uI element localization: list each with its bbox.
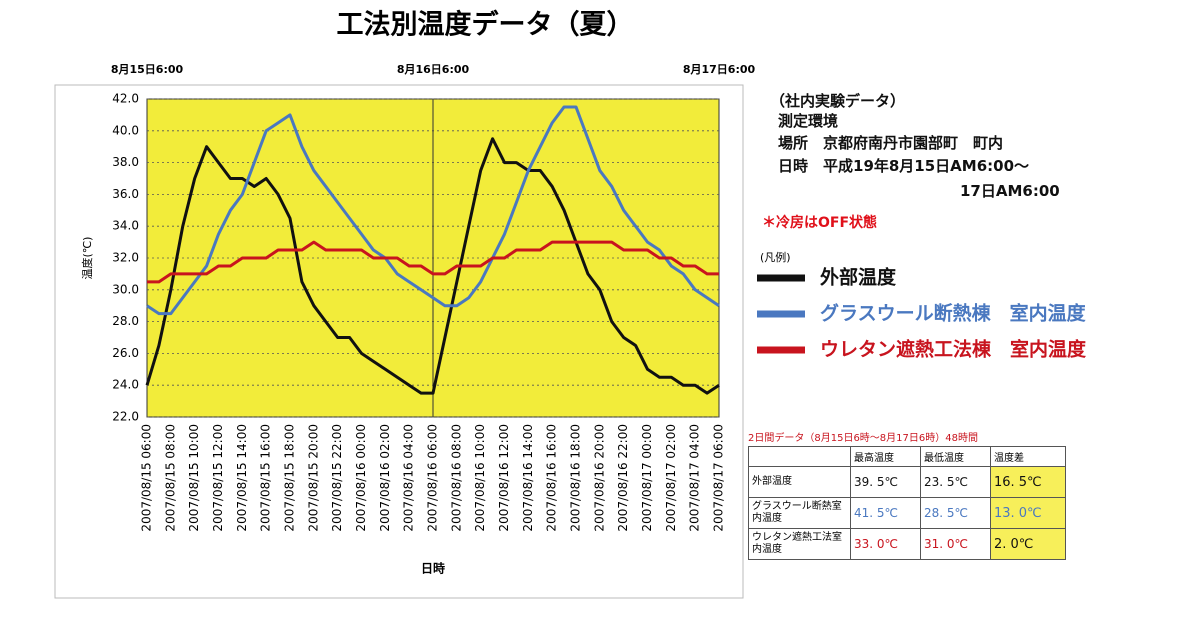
note: 日時 平成19年8月15日AM6:00～ — [778, 157, 1030, 175]
x-tick-label: 2007/08/16 08:00 — [449, 424, 463, 532]
series-line — [147, 240, 719, 284]
table-header: 最高温度 — [850, 446, 921, 467]
y-tick-label: 24.0 — [112, 378, 139, 392]
y-tick-label: 32.0 — [112, 251, 139, 265]
table-cell: 39. 5℃ — [850, 466, 921, 498]
top-label: 8月16日6:00 — [397, 63, 470, 76]
x-tick-label: 2007/08/17 06:00 — [712, 424, 726, 532]
note: 測定環境 — [778, 112, 839, 130]
table-cell: 31. 0℃ — [919, 528, 991, 560]
x-tick-label: 2007/08/16 14:00 — [521, 424, 535, 532]
table-row: グラスウール断熱室内温度 41. 5℃ 28. 5℃ 13. 0℃ — [748, 497, 1067, 529]
y-tick-label: 34.0 — [112, 219, 139, 233]
x-tick-label: 2007/08/16 20:00 — [592, 424, 606, 532]
y-tick-label: 22.0 — [112, 410, 139, 424]
y-tick-label: 38.0 — [112, 155, 139, 169]
x-tick-label: 2007/08/15 18:00 — [283, 424, 297, 532]
legend-label: 外部温度 — [820, 266, 897, 289]
top-label: 8月15日6:00 — [111, 63, 184, 76]
table: 最高温度 最低温度 温度差 外部温度 39. 5℃ 23. 5℃ 16. 5℃ グラスウール断… — [748, 446, 1067, 560]
table-header-row: 最高温度 最低温度 温度差 — [748, 446, 1067, 467]
x-tick-label: 2007/08/16 10:00 — [473, 424, 487, 532]
table-row: 外部温度 39. 5℃ 23. 5℃ 16. 5℃ — [748, 466, 1067, 498]
legend-label: グラスウール断熱棟 室内温度 — [820, 302, 1087, 325]
y-tick-label: 42.0 — [112, 92, 139, 106]
x-tick-label: 2007/08/15 20:00 — [306, 424, 320, 532]
table-cell: 13. 0℃ — [989, 497, 1067, 529]
top-label: 8月17日6:00 — [683, 63, 756, 76]
x-tick-label: 2007/08/15 06:00 — [140, 424, 154, 532]
x-tick-label: 2007/08/15 08:00 — [163, 424, 177, 532]
table-row-label: ウレタン遮熱工法室内温度 — [748, 528, 851, 560]
x-tick-label: 2007/08/15 14:00 — [235, 424, 249, 532]
legend-title: (凡例) — [760, 250, 791, 264]
x-tick-label: 2007/08/16 06:00 — [426, 424, 440, 532]
table-cell: 23. 5℃ — [919, 466, 991, 498]
x-tick-label: 2007/08/15 22:00 — [330, 424, 344, 532]
series-line — [145, 137, 720, 395]
note: （社内実験データ） — [770, 92, 906, 110]
x-tick-label: 2007/08/15 10:00 — [187, 424, 201, 532]
x-tick-label: 2007/08/16 00:00 — [354, 424, 368, 532]
x-tick-label: 2007/08/16 04:00 — [402, 424, 416, 532]
x-tick-label: 2007/08/16 02:00 — [378, 424, 392, 532]
x-tick-label: 2007/08/16 18:00 — [569, 424, 583, 532]
table-header: 最低温度 — [919, 446, 991, 467]
x-axis-label: 日時 — [421, 561, 445, 576]
table-cell: 28. 5℃ — [919, 497, 991, 529]
table-row-label: グラスウール断熱室内温度 — [748, 497, 851, 529]
x-tick-label: 2007/08/16 12:00 — [497, 424, 511, 532]
series-line — [146, 105, 720, 316]
x-tick-label: 2007/08/15 16:00 — [259, 424, 273, 532]
y-tick-label: 26.0 — [112, 346, 139, 360]
x-tick-label: 2007/08/17 00:00 — [640, 424, 654, 532]
x-tick-label: 2007/08/17 02:00 — [664, 424, 678, 532]
warning: ＊冷房はOFF状態 — [762, 215, 878, 231]
x-tick-label: 2007/08/15 12:00 — [211, 424, 225, 532]
note: 17日AM6:00 — [960, 182, 1060, 200]
note: 場所 京都府南丹市園部町 町内 — [778, 134, 1004, 152]
table-row: ウレタン遮熱工法室内温度 33. 0℃ 31. 0℃ 2. 0℃ — [748, 528, 1067, 560]
table-row-label: 外部温度 — [748, 466, 851, 498]
x-tick-label: 2007/08/16 16:00 — [545, 424, 559, 532]
x-tick-label: 2007/08/17 04:00 — [688, 424, 702, 532]
table-cell: 41. 5℃ — [850, 497, 921, 529]
y-tick-label: 40.0 — [112, 123, 139, 137]
table-corner — [748, 446, 851, 467]
chart-title: 工法別温度データ（夏） — [337, 9, 634, 41]
table-cell: 2. 0℃ — [989, 528, 1067, 560]
y-tick-label: 30.0 — [112, 282, 139, 296]
legend-label: ウレタン遮熱工法棟 室内温度 — [820, 338, 1087, 361]
y-axis-label: 温度(℃) — [80, 237, 94, 280]
table-cell: 16. 5℃ — [989, 466, 1067, 498]
x-tick-label: 2007/08/16 22:00 — [616, 424, 630, 532]
y-tick-label: 36.0 — [112, 187, 139, 201]
y-tick-label: 28.0 — [112, 314, 139, 328]
table-title: 2日間データ（8月15日6時～8月17日6時）48時間 — [748, 433, 978, 444]
table-header: 温度差 — [989, 446, 1067, 467]
table-cell: 33. 0℃ — [850, 528, 921, 560]
